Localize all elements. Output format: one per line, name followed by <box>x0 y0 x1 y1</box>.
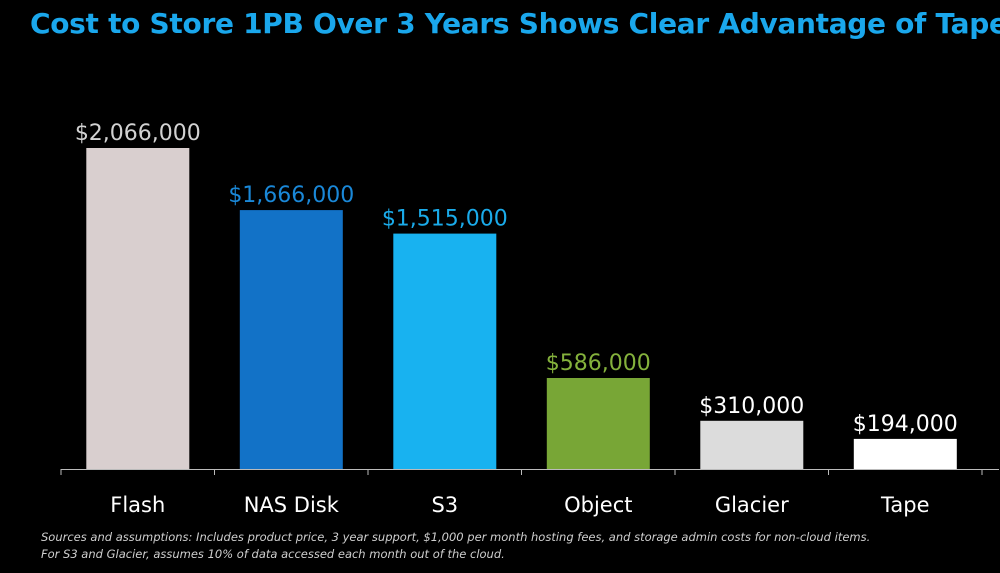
footnote-line-1: Sources and assumptions: Includes produc… <box>41 530 871 544</box>
category-label-object: Object <box>564 493 632 517</box>
bar-nas-disk <box>239 210 343 469</box>
bars-group <box>86 148 957 469</box>
value-label-object: $586,000 <box>546 351 651 376</box>
bar-s3 <box>393 233 497 469</box>
category-label-nas-disk: NAS Disk <box>244 493 340 517</box>
value-label-nas-disk: $1,666,000 <box>228 183 354 208</box>
category-label-flash: Flash <box>110 493 165 517</box>
category-label-tape: Tape <box>880 493 929 517</box>
value-label-flash: $2,066,000 <box>75 121 201 146</box>
bar-glacier <box>700 420 804 469</box>
value-labels-group: $2,066,000 $1,666,000 $1,515,000 $586,000 $3… <box>75 121 958 437</box>
x-axis <box>60 469 999 475</box>
bar-object <box>546 378 650 469</box>
value-label-s3: $1,515,000 <box>382 207 508 232</box>
footnote-line-2: For S3 and Glacier, assumes 10% of data … <box>41 547 505 561</box>
value-label-glacier: $310,000 <box>699 394 804 419</box>
bar-tape <box>853 438 957 469</box>
category-label-s3: S3 <box>431 493 458 517</box>
page-title: Cost to Store 1PB Over 3 Years Shows Cle… <box>30 7 1000 40</box>
value-label-tape: $194,000 <box>853 412 958 437</box>
category-labels-group: Flash NAS Disk S3 Object Glacier Tape <box>110 493 929 517</box>
footnote: Sources and assumptions: Includes produc… <box>41 529 991 563</box>
bar-flash <box>86 148 190 469</box>
category-label-glacier: Glacier <box>715 493 789 517</box>
